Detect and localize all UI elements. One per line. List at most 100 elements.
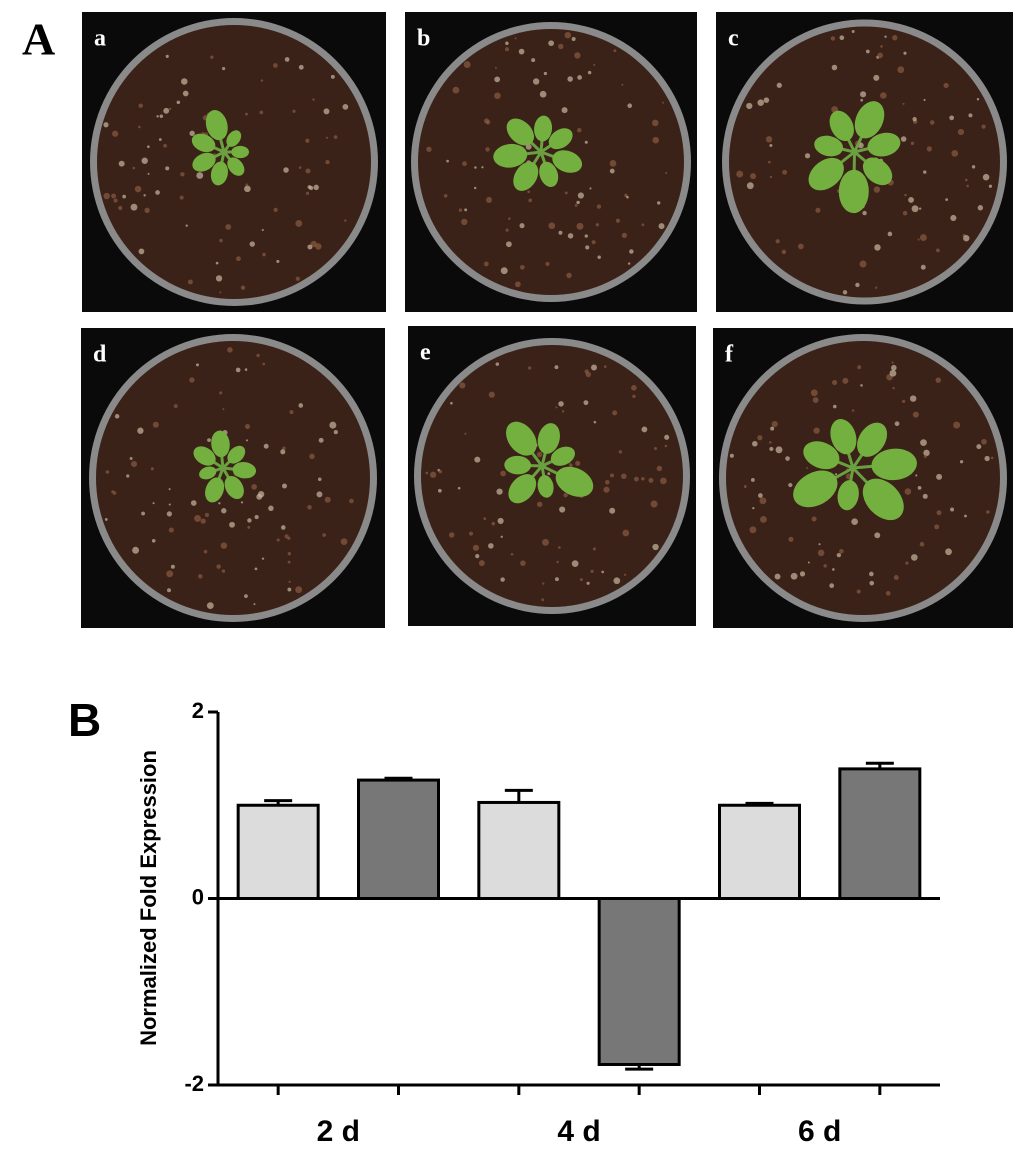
soil-speck	[770, 426, 775, 431]
soil-speck	[959, 460, 964, 464]
soil-speck	[488, 391, 495, 398]
soil-speck	[877, 52, 883, 59]
soil-speck	[282, 446, 286, 450]
soil-speck	[657, 201, 661, 205]
leaf	[192, 152, 216, 172]
soil-speck	[132, 546, 140, 554]
soil-speck	[891, 364, 897, 371]
soil-speck	[324, 496, 331, 503]
soil-speck	[957, 128, 965, 136]
soil-speck	[112, 491, 117, 495]
soil-speck	[857, 365, 862, 370]
soil-speck	[949, 115, 955, 121]
soil-speck	[256, 493, 263, 500]
soil-speck	[323, 108, 330, 115]
soil-speck	[752, 440, 758, 447]
soil-speck	[245, 439, 249, 442]
soil-speck	[159, 114, 164, 118]
soil-speck	[262, 362, 266, 366]
soil-speck	[457, 486, 461, 490]
soil-speck	[759, 497, 767, 505]
soil-speck	[504, 47, 510, 52]
soil-speck	[902, 102, 905, 105]
soil-speck	[609, 507, 616, 514]
soil-speck	[831, 64, 838, 71]
soil-speck	[880, 45, 883, 48]
soil-speck	[823, 564, 827, 568]
soil-speck	[305, 138, 310, 143]
soil-speck	[298, 403, 304, 408]
soil-speck	[904, 193, 907, 197]
y-axis-label: Normalized Fold Expression	[136, 750, 161, 1046]
soil-speck	[166, 511, 172, 517]
soil-speck	[464, 432, 467, 435]
soil-speck	[287, 587, 292, 592]
soil-speck	[254, 567, 258, 571]
soil-speck	[839, 35, 845, 41]
x-tick-label: 6 d	[798, 1115, 841, 1148]
soil-speck	[830, 36, 836, 41]
soil-speck	[558, 43, 564, 50]
soil-speck	[244, 594, 248, 598]
soil-speck	[806, 466, 809, 470]
soil-speck	[950, 507, 955, 512]
soil-speck	[583, 400, 589, 406]
soil-speck	[190, 500, 197, 506]
soil-speck	[131, 461, 138, 468]
soil-speck	[247, 518, 252, 523]
photo-label: a	[94, 26, 106, 52]
soil-speck	[495, 362, 500, 366]
leaf	[854, 101, 885, 139]
soil-speck	[292, 109, 296, 113]
soil-speck	[463, 61, 471, 69]
soil-speck	[181, 78, 188, 85]
soil-speck	[561, 107, 568, 114]
soil-speck	[966, 184, 969, 188]
soil-speck	[569, 463, 573, 468]
soil-speck	[114, 414, 120, 419]
soil-speck	[483, 261, 489, 267]
soil-speck	[528, 198, 533, 203]
soil-speck	[964, 514, 967, 518]
soil-speck	[539, 90, 547, 98]
soil-speck	[437, 488, 442, 493]
photo: a	[82, 12, 386, 312]
soil-speck	[536, 451, 543, 458]
soil-speck	[912, 411, 919, 418]
soil-speck	[147, 172, 150, 175]
soil-speck	[758, 493, 763, 498]
soil-speck	[472, 544, 480, 551]
soil-speck	[590, 569, 594, 573]
soil-speck	[584, 369, 589, 374]
soil-speck	[893, 575, 899, 580]
soil-speck	[609, 159, 617, 167]
soil-speck	[111, 193, 117, 199]
soil-speck	[621, 473, 627, 480]
soil-speck	[950, 214, 957, 222]
soil-speck	[141, 157, 148, 164]
soil-speck	[605, 480, 610, 485]
photo-label: c	[728, 26, 739, 52]
soil-speck	[574, 52, 581, 59]
soil-speck	[627, 103, 633, 108]
soil-speck	[976, 98, 980, 101]
soil-speck	[520, 560, 526, 567]
soil-speck	[104, 518, 108, 521]
soil-speck	[775, 239, 780, 244]
soil-speck	[923, 455, 927, 459]
soil-speck	[325, 136, 329, 139]
soil-speck	[634, 476, 639, 482]
leaf	[838, 169, 869, 214]
leaf	[808, 157, 844, 191]
soil-speck	[215, 261, 219, 265]
soil-speck	[180, 172, 185, 177]
soil-speck	[554, 577, 559, 582]
soil-speck	[555, 406, 558, 409]
leaf	[830, 419, 857, 455]
soil-speck	[508, 217, 511, 220]
soil-speck	[527, 190, 531, 194]
soil-speck	[874, 244, 881, 251]
soil-speck	[964, 178, 968, 182]
soil-speck	[542, 538, 549, 546]
leaf	[231, 145, 250, 159]
